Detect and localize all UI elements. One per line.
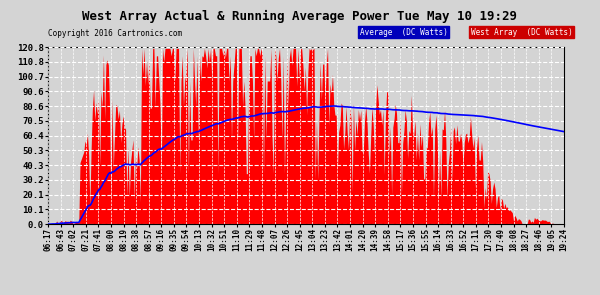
- Text: West Array  (DC Watts): West Array (DC Watts): [471, 28, 573, 37]
- Text: Average  (DC Watts): Average (DC Watts): [360, 28, 448, 37]
- Text: Copyright 2016 Cartronics.com: Copyright 2016 Cartronics.com: [48, 29, 182, 38]
- Text: West Array Actual & Running Average Power Tue May 10 19:29: West Array Actual & Running Average Powe…: [83, 10, 517, 23]
